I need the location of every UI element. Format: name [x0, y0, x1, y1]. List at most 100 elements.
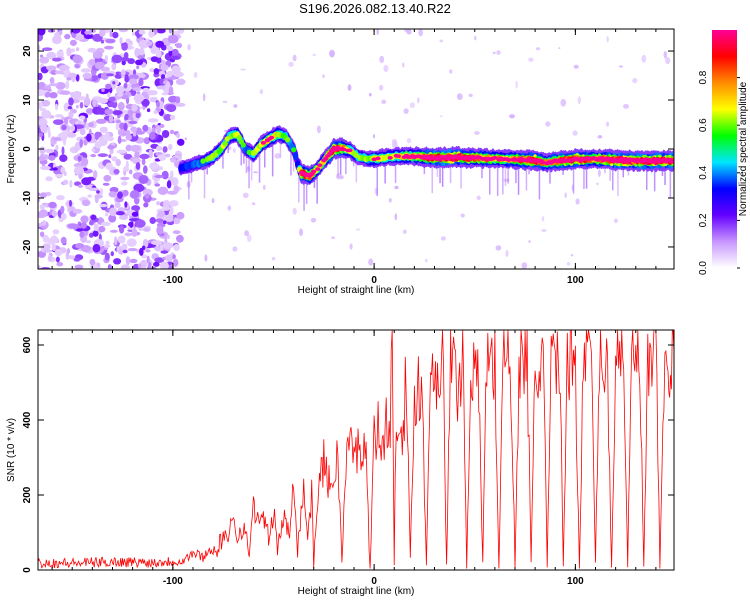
spectrogram-plot: [38, 29, 674, 269]
y-tick-label: -20: [22, 239, 33, 254]
noise-blob: [403, 108, 409, 114]
noise-blob: [105, 162, 113, 171]
noise-blob: [44, 148, 55, 154]
noise-blob: [424, 258, 428, 263]
noise-blob: [66, 248, 71, 254]
noise-blob: [110, 251, 115, 257]
noise-blob: [63, 171, 67, 176]
y-tick-label: 600: [22, 336, 33, 353]
noise-blob: [104, 45, 114, 50]
noise-blob: [87, 47, 97, 53]
noise-blob: [135, 162, 141, 170]
noise-blob: [79, 127, 86, 136]
ridge-streak: [572, 159, 575, 194]
x-tick-label: 0: [371, 576, 377, 587]
noise-blob: [103, 174, 112, 182]
noise-blob: [227, 205, 232, 211]
noise-blob: [349, 243, 353, 250]
noise-blob: [460, 213, 465, 218]
colorbar: 0.0 0.2 0.4 0.6 0.8 Normalized spectral ampli…: [698, 30, 749, 275]
noise-blob: [108, 214, 117, 223]
noise-blob: [82, 72, 93, 79]
noise-blob: [40, 124, 48, 133]
noise-blob: [104, 252, 110, 261]
ridge-point: [671, 159, 674, 164]
snr-series-line: [38, 330, 674, 569]
noise-blob: [130, 144, 141, 153]
noise-blob: [123, 122, 128, 131]
noise-blob: [573, 64, 579, 69]
noise-blob: [109, 148, 114, 155]
ridge-streak: [250, 152, 253, 181]
noise-blob: [105, 83, 112, 90]
noise-blob: [128, 74, 139, 80]
noise-blob: [80, 157, 89, 167]
noise-blob: [56, 262, 64, 267]
noise-blob: [143, 202, 149, 208]
ridge-point: [200, 158, 206, 164]
noise-blob: [143, 165, 148, 174]
ridge-streak: [507, 159, 509, 184]
noise-blob: [109, 229, 118, 233]
noise-blob: [63, 117, 69, 125]
noise-blob: [623, 104, 629, 109]
noise-blob: [154, 257, 165, 263]
noise-blob: [56, 50, 64, 59]
noise-blob: [79, 101, 84, 109]
ridge-streak: [439, 157, 441, 184]
noise-blob: [161, 170, 169, 180]
colorbar-gradient: [712, 30, 737, 268]
noise-blob: [136, 91, 141, 95]
ridge-streak: [376, 158, 378, 196]
noise-blob: [148, 149, 153, 159]
noise-blob: [232, 246, 238, 252]
noise-blob: [108, 264, 113, 269]
noise-blob: [159, 244, 163, 252]
ridge-streak: [316, 169, 318, 204]
noise-blob: [131, 205, 141, 212]
noise-blob: [54, 70, 65, 75]
ridge-point: [224, 136, 230, 142]
noise-blob: [383, 65, 389, 72]
noise-blob: [75, 74, 80, 82]
noise-blob: [55, 114, 64, 118]
noise-blob: [134, 47, 140, 57]
noise-blob: [70, 92, 79, 98]
noise-blob: [69, 119, 77, 123]
noise-blob: [128, 120, 138, 125]
noise-blob: [167, 34, 179, 44]
noise-blob: [165, 153, 171, 158]
noise-blob: [168, 95, 178, 103]
noise-blob: [606, 35, 609, 43]
y-tick-label: 10: [22, 94, 33, 106]
ridge-streak: [549, 162, 551, 184]
ridge-streak: [617, 160, 619, 197]
ridge-streak: [449, 157, 452, 183]
noise-blob: [115, 159, 121, 167]
noise-blob: [48, 201, 57, 209]
noise-blob: [111, 156, 118, 162]
noise-blob: [101, 88, 105, 92]
noise-blob: [160, 63, 167, 72]
ridge-point: [317, 163, 323, 167]
noise-blob: [246, 234, 252, 243]
ridge-point: [293, 152, 299, 160]
noise-blob: [115, 122, 120, 131]
ridge-streak: [345, 149, 347, 175]
noise-blob: [75, 104, 79, 109]
noise-blob: [97, 97, 109, 104]
ridge-point: [387, 156, 393, 160]
noise-blob: [242, 192, 249, 199]
noise-blob: [355, 228, 361, 231]
noise-blob: [176, 211, 185, 220]
noise-blob: [144, 193, 150, 199]
noise-blob: [61, 146, 65, 155]
ridge-streak: [222, 147, 224, 169]
noise-blob: [541, 229, 547, 232]
noise-blob: [133, 94, 145, 103]
noise-blob: [89, 259, 96, 266]
noise-blob: [663, 51, 668, 59]
noise-blob: [85, 93, 89, 101]
noise-blob: [121, 44, 128, 51]
colorbar-tick-label: 0.8: [698, 70, 709, 84]
